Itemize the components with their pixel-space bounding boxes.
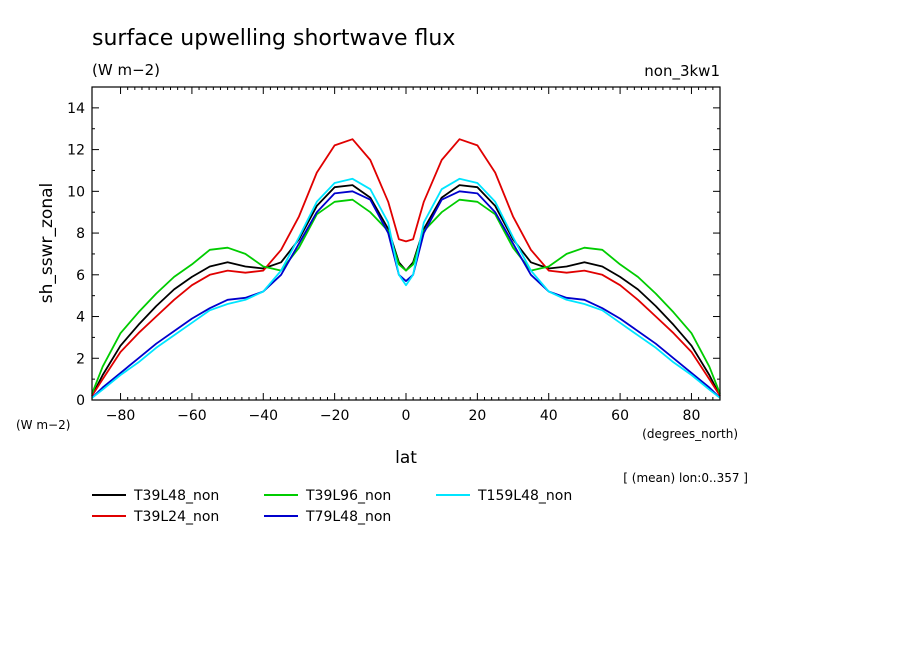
legend: T39L48_non T39L24_non T39L96_non T79L48_non…: [92, 488, 572, 525]
x-tick-label: −60: [177, 408, 207, 424]
y-tick-label: 4: [76, 310, 85, 326]
series-line-t39l24-non: [91, 138, 721, 397]
y-tick-label: 8: [76, 226, 85, 242]
legend-label: T79L48_non: [305, 509, 391, 525]
y-tick-label: 6: [76, 268, 85, 284]
x-axis: −80 −60 −40 −20 0 20 40 60 80: [106, 87, 714, 424]
x-tick-label: −40: [248, 408, 278, 424]
legend-label: T39L48_non: [133, 488, 219, 504]
y-tick-label: 2: [76, 351, 85, 367]
x-tick-label: −20: [320, 408, 350, 424]
series-line-t159l48-non: [91, 177, 721, 399]
x-tick-label: 40: [540, 408, 558, 424]
y-tick-label: 12: [67, 143, 85, 159]
mean-note: [ (mean) lon:0..357 ]: [623, 471, 748, 485]
y-tick-label: 14: [67, 101, 85, 117]
legend-item: T39L24_non: [92, 509, 219, 525]
legend-label: T159L48_non: [477, 488, 572, 504]
series-line-t79l48-non: [91, 190, 721, 399]
x-axis-label: lat: [395, 448, 417, 468]
chart-subtitle: (W m−2): [92, 61, 160, 79]
plot-lines: [91, 138, 721, 399]
x-tick-label: −80: [106, 408, 136, 424]
legend-item: T39L48_non: [92, 488, 219, 504]
legend-item: T39L96_non: [264, 488, 391, 504]
x-tick-label: 0: [402, 408, 411, 424]
y-axis: 0 2 4 6 8 10 12 14: [67, 101, 720, 409]
x-tick-label: 20: [468, 408, 486, 424]
y-axis-label: sh_sswr_zonal: [37, 183, 57, 303]
x-units-note: (degrees_north): [642, 427, 738, 441]
plot-frame: [91, 86, 721, 401]
legend-label: T39L24_non: [133, 509, 219, 525]
run-tag: non_3kw1: [644, 62, 720, 81]
chart-title: surface upwelling shortwave flux: [92, 26, 455, 51]
x-tick-label: 60: [611, 408, 629, 424]
y-units-note: (W m−2): [16, 418, 70, 432]
x-tick-label: 80: [683, 408, 701, 424]
y-tick-label: 10: [67, 184, 85, 200]
y-tick-label: 0: [76, 393, 85, 409]
legend-item: T159L48_non: [436, 488, 572, 504]
legend-label: T39L96_non: [305, 488, 391, 504]
series-line-t39l96-non: [91, 198, 721, 395]
legend-item: T79L48_non: [264, 509, 391, 525]
